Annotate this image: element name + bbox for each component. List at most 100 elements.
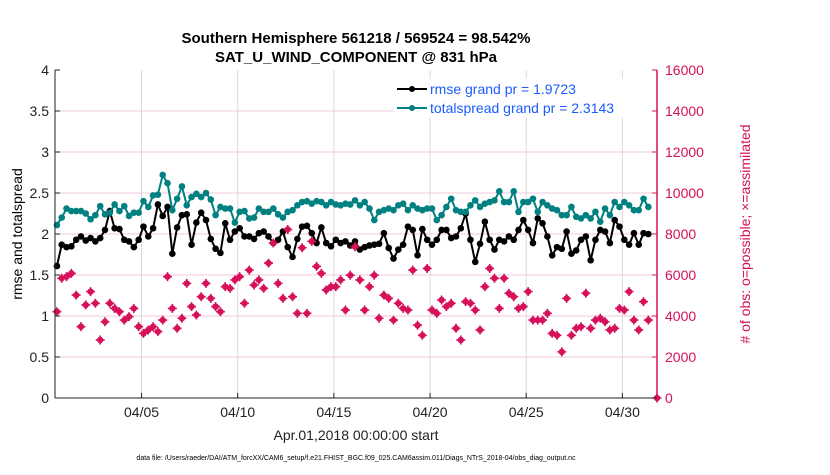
legend-label-rmse: rmse grand pr = 1.9723 (430, 81, 576, 97)
rmse-point (433, 236, 441, 244)
y2-tick-label: 6000 (665, 267, 696, 283)
totalspread-point (207, 196, 215, 203)
obs-marker-cross (167, 303, 177, 313)
obs-marker-cross (225, 283, 235, 293)
obs-marker-cross (196, 292, 206, 302)
obs-count-point (480, 282, 490, 292)
obs-count-point (384, 293, 394, 303)
obs-count-point (239, 298, 249, 308)
obs-count-point (316, 268, 326, 278)
y-tick-label: 3 (41, 144, 49, 160)
rmse-point (197, 209, 205, 216)
totalspread-point (130, 209, 138, 216)
rmse-point (399, 241, 407, 248)
rmse-point (630, 229, 638, 237)
totalspread-point (82, 210, 90, 217)
x-tick-label: 04/25 (509, 404, 544, 420)
totalspread-point (197, 193, 205, 201)
y2-tick-label: 4000 (665, 308, 696, 324)
obs-marker-cross (148, 322, 158, 332)
obs-count-point (562, 293, 572, 303)
obs-marker-cross (312, 261, 322, 271)
totalspread-point (544, 202, 551, 209)
obs-count-point (187, 302, 197, 312)
obs-marker-cross (427, 305, 437, 315)
rmse-point (284, 243, 292, 251)
rmse-point (486, 236, 493, 244)
obs-marker-cross (489, 273, 499, 283)
totalspread-point (346, 201, 354, 208)
obs-count-point (485, 263, 495, 273)
obs-marker-cross (110, 303, 120, 313)
obs-marker-cross (586, 323, 596, 333)
axes: 04/05 04/10 04/15 04/20 04/25 04/30 0 0.5 1 1.5 2 2… (30, 62, 705, 420)
y2-tick-label: 12000 (665, 144, 704, 160)
obs-marker-cross (355, 275, 365, 285)
obs-count-point (263, 258, 273, 268)
totalspread-point (529, 195, 537, 203)
obs-count-point (292, 308, 302, 318)
totalspread-point (505, 198, 513, 206)
totalspread-point (366, 205, 373, 212)
y-tick-label: 0 (41, 390, 49, 406)
y2-tick-label: 10000 (665, 185, 704, 201)
obs-count-point (408, 265, 418, 275)
obs-marker-cross (254, 275, 264, 285)
obs-count-point (163, 272, 173, 282)
rmse-point (169, 250, 176, 257)
rmse-point (92, 238, 99, 245)
obs-marker-cross (268, 238, 278, 248)
obs-marker-cross (316, 268, 326, 278)
totalspread-point (144, 203, 152, 211)
obs-marker-cross (504, 288, 514, 298)
rmse-point (375, 240, 383, 248)
obs-marker-cross (432, 308, 442, 318)
obs-count-point (278, 293, 288, 303)
obs-count-point (619, 305, 629, 315)
obs-marker-cross (475, 325, 485, 335)
rmse-point (568, 250, 575, 257)
totalspread-point (524, 198, 532, 206)
obs-marker-cross (129, 303, 139, 313)
totalspread-point (645, 203, 652, 211)
obs-count-point (143, 325, 153, 335)
rmse-point (236, 224, 243, 232)
rmse-point (72, 236, 80, 244)
obs-count-point (249, 280, 259, 290)
x-tick-label: 04/20 (413, 404, 448, 420)
rmse-point (471, 258, 479, 266)
obs-count-point (364, 282, 374, 292)
obs-marker-cross (143, 325, 153, 335)
rmse-point (87, 234, 94, 242)
obs-marker-cross (95, 335, 105, 345)
obs-marker-cross (100, 317, 110, 327)
obs-count-point (206, 293, 216, 303)
obs-count-point (201, 278, 211, 288)
rmse-point (414, 252, 421, 259)
obs-marker-cross (62, 272, 72, 282)
rmse-point (500, 238, 508, 245)
totalspread-point (212, 211, 219, 219)
rmse-point (491, 246, 498, 253)
obs-count-point (153, 327, 163, 337)
totalspread-point (582, 211, 590, 219)
totalspread-point (116, 207, 123, 215)
y2-tick-label: 0 (665, 390, 673, 406)
obs-count-point (427, 305, 437, 315)
obs-count-point (557, 347, 567, 357)
obs-count-point (475, 325, 485, 335)
obs-count-point (538, 315, 548, 325)
totalspread-point (241, 207, 248, 215)
obs-marker-cross (446, 298, 456, 308)
obs-count-point (465, 298, 475, 308)
totalspread-point (491, 197, 498, 204)
totalspread-point (457, 208, 465, 216)
totalspread-point (183, 202, 191, 209)
rmse-point (294, 235, 301, 243)
obs-marker-cross (379, 290, 389, 300)
obs-marker-cross (629, 315, 639, 325)
rmse-point (601, 228, 609, 235)
totalspread-point (409, 202, 417, 209)
obs-count-point (600, 317, 610, 327)
obs-count-point (422, 263, 432, 273)
